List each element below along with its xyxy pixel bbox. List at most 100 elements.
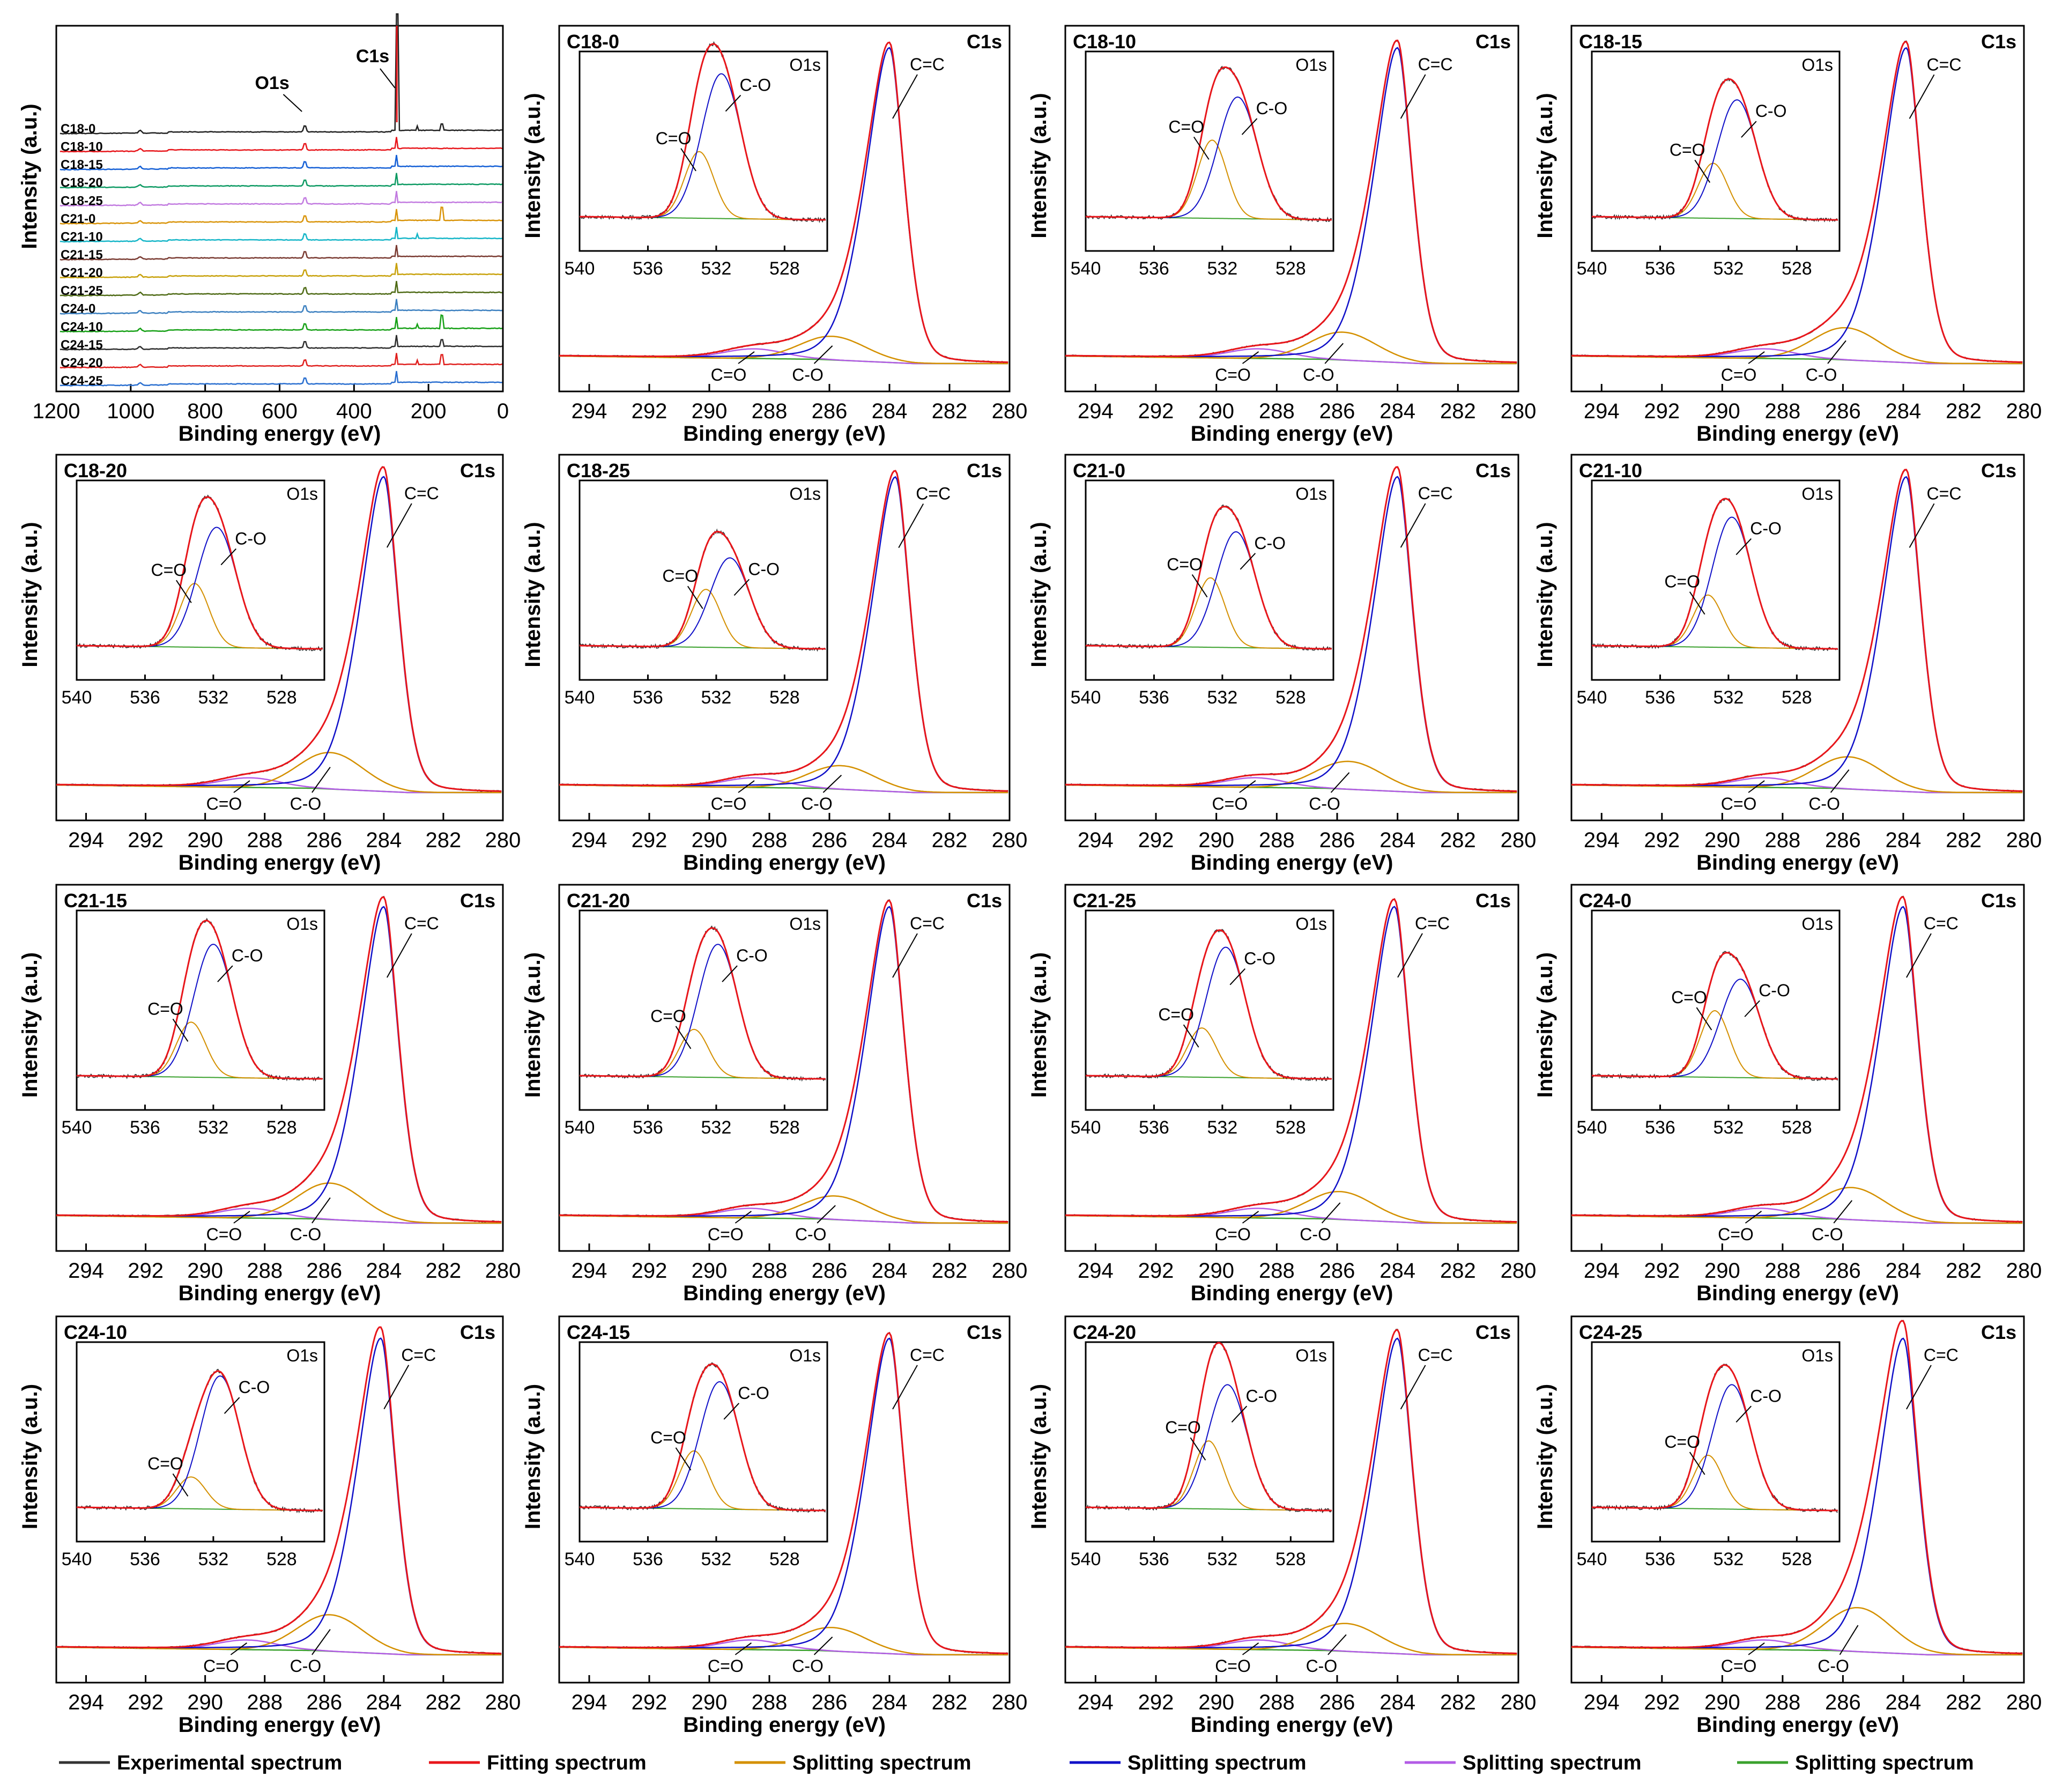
- legend: Experimental spectrum Fitting spectrum Spl…: [59, 1752, 1974, 1774]
- c1s-peak-label-co: C-O: [290, 1656, 322, 1676]
- c1s-x-axis-title: Binding energy (eV): [1696, 1282, 1899, 1305]
- c1s-panel-title: C18-25: [567, 460, 630, 482]
- o1s-region-label: O1s: [1295, 914, 1327, 934]
- c1s-x-tick-label: 294: [68, 828, 104, 852]
- c1s-callout-cc: [1400, 503, 1426, 548]
- o1s-peak-label-co: C-O: [1254, 534, 1286, 553]
- o1s-cdo-component-line: [1592, 594, 1838, 649]
- o1s-co-component-line: [1592, 979, 1838, 1079]
- c1s-callout-cdo: [1748, 351, 1765, 364]
- c1s-x-tick-label: 292: [128, 1691, 164, 1714]
- c1s-x-axis-title: Binding energy (eV): [683, 1282, 886, 1305]
- c1s-callout-co: [1839, 1625, 1859, 1655]
- c1s-x-tick-label: 280: [2006, 828, 2042, 852]
- c1s-peak-label-cc: C=C: [404, 484, 439, 503]
- c1s-co-component-line: [1571, 327, 2023, 365]
- o1s-inset-frame: [1591, 50, 1841, 252]
- c1s-region-label: C1s: [1475, 890, 1511, 912]
- legend-label: Splitting spectrum: [792, 1752, 971, 1774]
- c1s-callout-cdo: [1242, 351, 1259, 364]
- o1s-callout-cdo: [1694, 159, 1711, 183]
- c1s-x-tick-label: 288: [752, 399, 788, 423]
- c1s-experimental-line: [559, 42, 1008, 364]
- c1s-x-tick-label: 280: [992, 1259, 1028, 1283]
- c1s-fitting-line: [1065, 39, 1517, 363]
- c1s-peak-label-cdo: C=O: [1721, 794, 1757, 813]
- o1s-x-tick-label: 536: [633, 1117, 663, 1138]
- c1s-x-axis-title: Binding energy (eV): [1191, 851, 1393, 875]
- o1s-x-tick-label: 540: [1577, 687, 1607, 708]
- c1s-x-tick-label: 280: [2006, 1259, 2042, 1283]
- c1s-callout-cc: [386, 503, 412, 548]
- c1s-x-tick-label: 280: [1501, 1259, 1537, 1283]
- c1s-callout-co: [1827, 340, 1846, 364]
- c1s-x-tick-label: 280: [485, 828, 521, 852]
- o1s-x-tick-label: 540: [1577, 258, 1607, 279]
- c1s-x-tick-label: 294: [68, 1259, 104, 1283]
- o1s-cdo-component-line: [580, 1028, 826, 1079]
- c1s-panel-title: C18-20: [64, 460, 127, 482]
- o1s-callout-co: [1241, 118, 1258, 135]
- survey-series-C21-20: [60, 263, 502, 279]
- c1s-region-label: C1s: [1981, 1321, 2016, 1343]
- c1s-peak-label-co: C-O: [1300, 1225, 1331, 1244]
- c1s-fitting-line: [559, 1332, 1008, 1654]
- c1s-x-tick-label: 284: [1379, 828, 1415, 852]
- c1s-x-tick-label: 284: [1886, 1691, 1922, 1714]
- o1s-experimental-line: [76, 494, 323, 651]
- o1s-x-tick-label: 540: [62, 1549, 92, 1569]
- c1s-x-tick-label: 292: [128, 828, 164, 852]
- o1s-fitting-line: [1086, 66, 1332, 221]
- c1s-x-tick-label: 286: [1319, 1259, 1355, 1283]
- survey-series-C18-25: [60, 191, 503, 207]
- c1s-panel-C18-25: 294 292 290 288 286 284 282 280 Binding energy (…: [521, 454, 1027, 875]
- c1s-axes-frame: [1064, 1315, 1519, 1684]
- o1s-cdo-component-line: [580, 1450, 826, 1511]
- c1s-peak-label-cc: C=C: [1924, 1345, 1959, 1365]
- o1s-x-tick-label: 532: [701, 1117, 732, 1138]
- c1s-callout-cc: [1397, 933, 1423, 978]
- o1s-x-tick-label: 536: [1139, 1549, 1169, 1569]
- o1s-x-tick-label: 540: [1071, 258, 1101, 279]
- o1s-callout-co: [723, 1403, 739, 1420]
- o1s-peak-label-co: C-O: [1759, 981, 1790, 1000]
- c1s-x-axis-title: Binding energy (eV): [179, 1713, 381, 1737]
- c1s-x-tick-label: 290: [1704, 828, 1740, 852]
- c1s-callout-co: [813, 345, 833, 364]
- c1s-x-tick-label: 294: [1584, 1691, 1620, 1714]
- c1s-peak-label-co: C-O: [792, 1656, 824, 1676]
- c1s-peak-label-co: C-O: [1309, 794, 1340, 813]
- c1s-peak-label-co: C-O: [1818, 1656, 1849, 1676]
- c1s-panel-C24-0: 294 292 290 288 286 284 282 280 Binding energy (…: [1533, 884, 2042, 1305]
- c1s-callout-cdo: [738, 351, 755, 364]
- o1s-inset: 540 536 532 528 O1s C-O C=O: [565, 41, 828, 279]
- c1s-callout-cc: [1400, 74, 1426, 119]
- c1s-peak-label-cc: C=C: [910, 55, 945, 74]
- o1s-x-tick-label: 532: [701, 258, 732, 279]
- c1s-x-tick-label: 292: [1138, 399, 1174, 423]
- c1s-x-tick-label: 288: [752, 828, 788, 852]
- c1s-region-label: C1s: [1981, 460, 2016, 482]
- c1s-callout-cc: [898, 503, 924, 548]
- o1s-inset: 540 536 532 528 O1s C-O C=O: [565, 909, 828, 1138]
- c1s-callout-cc: [383, 1365, 410, 1410]
- c1s-callout-cdo: [1748, 780, 1765, 793]
- o1s-peak-label-co: C-O: [748, 559, 780, 579]
- o1s-fitting-line: [77, 920, 323, 1080]
- o1s-cdo-component-line: [77, 1476, 323, 1511]
- o1s-callout-cdo: [1191, 574, 1208, 598]
- c1s-x-tick-label: 282: [426, 1691, 462, 1714]
- o1s-x-tick-label: 532: [1714, 1117, 1744, 1138]
- c1s-callout-cdo: [735, 1642, 752, 1655]
- o1s-region-label: O1s: [286, 484, 318, 503]
- survey-series-label: C21-20: [61, 266, 103, 280]
- o1s-cdo-component-line: [77, 583, 323, 649]
- o1s-region-label: O1s: [1801, 484, 1833, 503]
- c1s-experimental-line: [56, 1326, 502, 1655]
- c1s-peak-label-cc: C=C: [1924, 914, 1959, 933]
- o1s-peak-label-cdo: C=O: [1165, 1418, 1201, 1437]
- c1s-x-tick-label: 284: [1379, 1259, 1415, 1283]
- o1s-inset: 540 536 532 528 O1s C-O C=O: [1071, 1341, 1334, 1569]
- o1s-fitting-line: [580, 927, 826, 1080]
- o1s-callout-cdo: [1193, 136, 1210, 160]
